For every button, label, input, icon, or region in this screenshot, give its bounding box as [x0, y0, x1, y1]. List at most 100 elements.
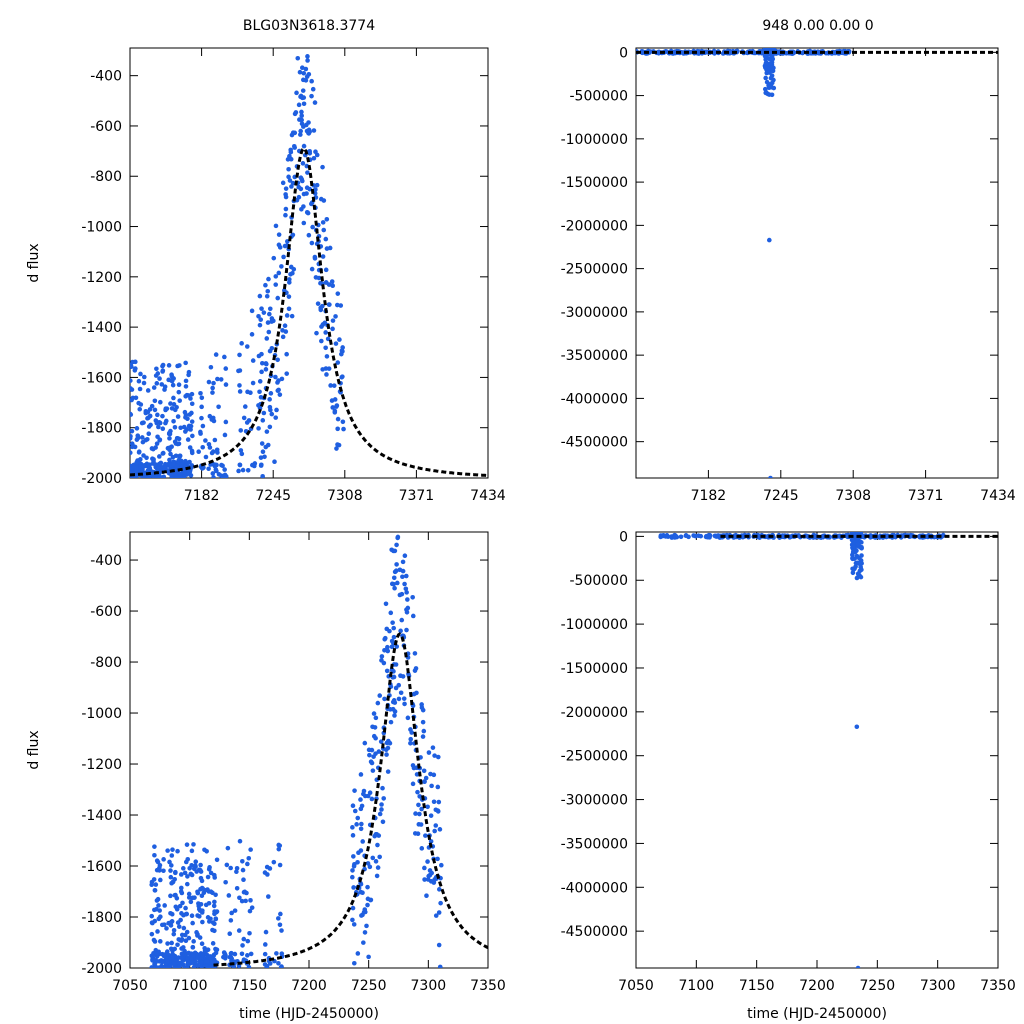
data-point — [133, 359, 138, 365]
data-point — [223, 879, 228, 885]
data-point — [295, 55, 301, 61]
data-point — [300, 65, 305, 70]
data-point — [242, 889, 248, 895]
data-point — [140, 463, 146, 469]
data-point — [376, 833, 382, 838]
data-point — [403, 586, 409, 592]
data-point — [859, 545, 864, 550]
data-point — [408, 736, 414, 742]
data-point — [768, 61, 773, 66]
data-point — [154, 381, 160, 386]
data-point — [338, 303, 344, 308]
data-point — [412, 651, 418, 656]
data-point — [175, 436, 180, 441]
data-point — [369, 796, 375, 802]
data-point — [130, 378, 133, 383]
data-point — [280, 334, 286, 340]
data-point — [145, 416, 150, 421]
data-point — [374, 873, 380, 879]
data-point — [305, 170, 310, 175]
data-point — [279, 376, 285, 382]
data-point — [150, 473, 155, 478]
data-point — [279, 264, 284, 269]
data-point — [401, 696, 407, 701]
data-point — [329, 279, 335, 284]
data-point — [431, 799, 437, 805]
data-point — [155, 371, 161, 376]
data-point — [218, 377, 224, 382]
data-point — [206, 466, 211, 472]
data-point — [433, 913, 439, 918]
data-point — [350, 825, 355, 830]
data-point — [301, 191, 307, 197]
data-point — [250, 380, 256, 386]
data-point — [267, 397, 272, 402]
data-point — [184, 881, 190, 887]
data-point — [223, 366, 229, 371]
data-point — [199, 878, 205, 884]
data-point — [264, 293, 270, 299]
data-point — [429, 783, 434, 789]
data-point — [351, 922, 357, 927]
data-point — [398, 690, 404, 696]
data-point — [134, 459, 140, 465]
data-point — [211, 903, 217, 909]
data-point — [172, 424, 178, 430]
data-point — [204, 948, 209, 953]
x-tick-label: 7371 — [908, 488, 944, 504]
data-point — [385, 769, 391, 774]
data-point — [433, 807, 439, 813]
data-point — [411, 691, 417, 697]
data-point — [322, 320, 328, 326]
data-point — [425, 859, 430, 864]
data-point — [182, 870, 188, 876]
data-point — [210, 890, 215, 896]
data-point — [171, 461, 176, 467]
data-point — [214, 857, 220, 863]
data-point — [245, 938, 251, 944]
data-point — [391, 581, 396, 587]
data-point — [130, 444, 135, 450]
data-point — [245, 953, 250, 958]
data-point — [189, 848, 195, 854]
data-point — [350, 833, 356, 838]
data-point — [369, 747, 375, 753]
data-point — [392, 713, 397, 718]
outlier-point — [854, 724, 860, 730]
data-point — [209, 417, 215, 422]
data-point — [234, 866, 240, 871]
data-point — [142, 374, 147, 380]
data-point — [301, 220, 307, 226]
data-point — [234, 885, 240, 891]
x-tick-label: 7050 — [112, 978, 148, 994]
y-tick-label: -1500000 — [561, 175, 628, 191]
data-point — [388, 684, 394, 689]
data-point — [399, 591, 405, 597]
data-point — [155, 412, 160, 418]
data-point — [228, 865, 233, 871]
data-point — [306, 120, 311, 125]
data-point — [428, 771, 433, 777]
data-point — [185, 957, 190, 962]
data-point — [351, 863, 357, 869]
data-point — [160, 413, 165, 419]
data-point — [170, 948, 175, 953]
data-point — [279, 951, 285, 956]
data-point — [260, 418, 266, 423]
data-point — [335, 416, 341, 422]
data-point — [858, 574, 864, 580]
data-point — [214, 462, 219, 468]
x-tick-label: 7308 — [327, 488, 363, 504]
data-point — [245, 389, 250, 395]
y-tick-label: -500000 — [570, 89, 629, 105]
data-point — [161, 464, 167, 470]
data-point — [299, 113, 304, 119]
data-point — [159, 959, 165, 965]
data-point — [152, 398, 158, 404]
data-point — [318, 305, 323, 311]
data-point — [277, 862, 283, 868]
data-point — [144, 455, 149, 461]
data-point — [260, 473, 265, 478]
data-point — [228, 918, 234, 923]
data-point — [371, 733, 377, 739]
